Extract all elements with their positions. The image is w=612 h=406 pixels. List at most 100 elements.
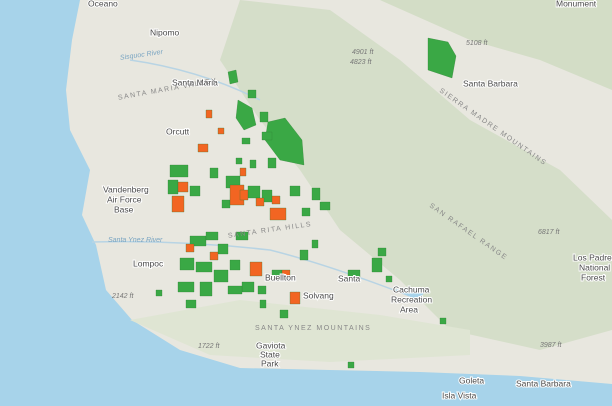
parcel (385, 275, 393, 283)
place-label: Forest (581, 272, 606, 282)
parcel (249, 159, 257, 169)
parcel (255, 197, 265, 207)
parcel (371, 257, 383, 273)
parcel (205, 231, 219, 241)
range-label: SANTA YNEZ MOUNTAINS (255, 325, 371, 332)
place-label: Lompoc (133, 258, 164, 268)
parcel (185, 299, 197, 309)
mountains (220, 0, 612, 350)
parcel (257, 285, 267, 295)
parcel (235, 157, 243, 165)
parcel (189, 185, 201, 197)
parcel (311, 239, 319, 249)
place-label: Base (114, 204, 134, 214)
elevation-label: 2142 ft (111, 293, 134, 300)
parcel (347, 361, 355, 369)
parcel (259, 111, 269, 123)
parcel (227, 285, 243, 295)
parcel (213, 269, 229, 283)
place-label: Solvang (303, 290, 334, 300)
place-label: Air Force (107, 194, 142, 204)
place-label: Santa Maria (172, 77, 218, 87)
parcel (177, 181, 189, 193)
parcel (249, 261, 263, 277)
parcel (239, 189, 249, 201)
parcel (179, 257, 195, 271)
place-label: Area (400, 304, 418, 314)
parcel (217, 243, 229, 255)
parcel (227, 69, 239, 85)
place-label: Oceano (88, 0, 118, 8)
parcel (311, 187, 321, 201)
place-label: Los Padres (573, 252, 612, 262)
parcel (319, 201, 331, 211)
parcel (259, 299, 267, 309)
parcel (167, 179, 179, 195)
parcel (235, 231, 249, 241)
parcel (169, 164, 189, 178)
parcel (205, 109, 213, 119)
elevation-label: 5108 ft (466, 40, 488, 47)
parcel (247, 185, 261, 199)
parcel (271, 195, 281, 205)
place-label: Orcutt (166, 126, 190, 136)
parcel (289, 291, 301, 305)
place-label: Cachuma (393, 284, 430, 294)
place-label: Buellton (265, 272, 296, 282)
place-label: Park (261, 358, 279, 368)
river-label: Santa Ynez River (108, 237, 163, 244)
parcel (269, 207, 287, 221)
parcel (185, 243, 195, 253)
place-label: Gaviota (256, 340, 286, 350)
parcel (199, 281, 213, 297)
mountains (130, 300, 470, 362)
place-label: State (260, 349, 280, 359)
parcel (189, 235, 207, 247)
parcel (197, 143, 209, 153)
river (91, 240, 421, 301)
place-label: Isla Vista (442, 390, 477, 400)
place-label: Nipomo (150, 27, 180, 37)
parcel (155, 289, 163, 297)
parcel (239, 167, 247, 177)
elevation-label: 1722 ft (198, 343, 220, 350)
place-label: Santa (338, 273, 360, 283)
parcel (229, 259, 241, 271)
parcel (241, 137, 251, 145)
place-label: National (579, 262, 610, 272)
elevation-label: 4901 ft (352, 49, 374, 56)
elevation-label: 4823 ft (350, 59, 372, 66)
parcel (279, 309, 289, 319)
parcel (301, 207, 311, 217)
parcel (427, 37, 457, 79)
place-label: Monument (556, 0, 597, 8)
river (129, 59, 261, 101)
parcel (209, 167, 219, 179)
mountains (380, 0, 612, 90)
parcel (439, 317, 447, 325)
lake (395, 287, 425, 300)
elevation-label: 6817 ft (538, 229, 560, 236)
parcel (247, 89, 257, 99)
parcel (171, 195, 185, 213)
place-label: Goleta (459, 375, 484, 385)
parcel (261, 131, 273, 141)
parcel (377, 247, 387, 257)
parcel (299, 249, 309, 261)
parcel (281, 269, 291, 279)
parcel (289, 185, 301, 197)
place-label: Vandenberg (103, 184, 149, 194)
place-label: Santa Barbara (516, 378, 571, 388)
parcel (235, 99, 257, 131)
place-label: Santa Barbara (463, 78, 518, 88)
parcel (177, 281, 195, 293)
parcel (221, 199, 231, 209)
place-label: Recreation (391, 294, 432, 304)
parcel (241, 281, 255, 293)
parcel (267, 157, 277, 169)
elevation-label: 3987 ft (540, 342, 562, 349)
parcel (217, 127, 225, 135)
parcel (209, 251, 219, 261)
parcel (347, 269, 361, 281)
